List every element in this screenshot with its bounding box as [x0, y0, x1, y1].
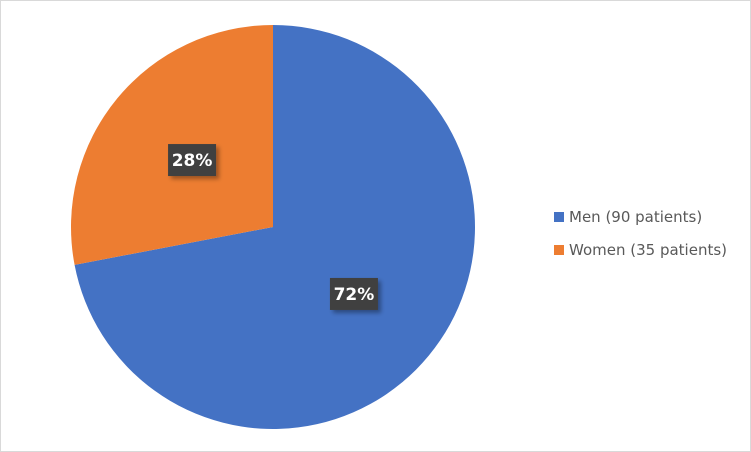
data-label-1: 28% [168, 144, 217, 177]
legend-label-women: Women (35 patients) [569, 240, 727, 259]
legend-swatch-women [554, 244, 564, 255]
data-label-box [329, 277, 378, 310]
legend-swatch-men [554, 211, 564, 222]
data-label-box [168, 144, 217, 177]
legend-label-men: Men (90 patients) [569, 207, 703, 226]
data-label-text: 72% [334, 285, 375, 305]
legend: Men (90 patients) Women (35 patients) [554, 200, 727, 266]
data-label-0: 72% [329, 277, 378, 310]
pie-slice-0 [74, 25, 476, 429]
legend-item-men: Men (90 patients) [554, 200, 727, 233]
legend-item-women: Women (35 patients) [554, 233, 727, 266]
data-label-text: 28% [172, 151, 213, 171]
